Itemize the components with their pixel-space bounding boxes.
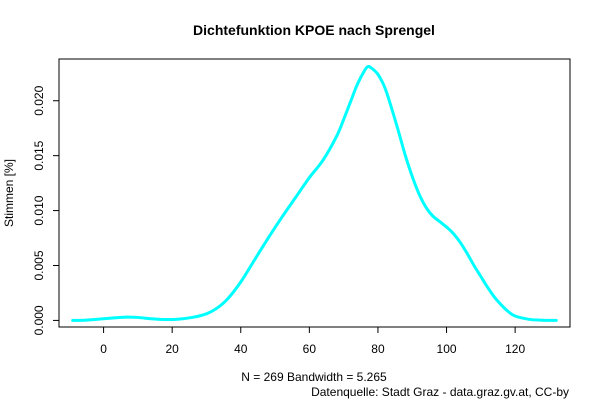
data-source-caption: Datenquelle: Stadt Graz - data.graz.gv.a… xyxy=(311,385,569,399)
x-tick-label: 0 xyxy=(100,342,107,356)
y-axis-label: Stimmen [%] xyxy=(2,159,16,227)
x-tick-label: 80 xyxy=(371,342,385,356)
x-axis-label: N = 269 Bandwidth = 5.265 xyxy=(241,370,387,384)
x-tick-label: 120 xyxy=(505,342,525,356)
x-axis: 0 20 40 60 80 100 120 xyxy=(100,326,525,356)
y-tick-label: 0.015 xyxy=(32,140,46,170)
y-tick-label: 0.010 xyxy=(32,195,46,225)
y-axis: 0.000 0.005 0.010 0.015 0.020 xyxy=(32,85,60,335)
x-tick-label: 100 xyxy=(437,342,457,356)
x-tick-label: 20 xyxy=(165,342,179,356)
y-tick-label: 0.000 xyxy=(32,305,46,335)
x-tick-label: 40 xyxy=(234,342,248,356)
density-line xyxy=(71,64,558,322)
y-tick-label: 0.020 xyxy=(32,85,46,115)
plot-box xyxy=(58,58,571,328)
y-tick-label: 0.005 xyxy=(32,250,46,280)
chart-title: Dichtefunktion KPOE nach Sprengel xyxy=(193,22,435,38)
x-tick-label: 60 xyxy=(303,342,317,356)
